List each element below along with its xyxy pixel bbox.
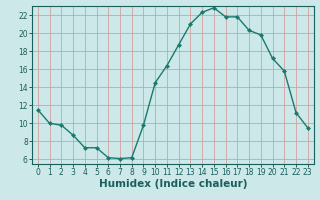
X-axis label: Humidex (Indice chaleur): Humidex (Indice chaleur) xyxy=(99,179,247,189)
